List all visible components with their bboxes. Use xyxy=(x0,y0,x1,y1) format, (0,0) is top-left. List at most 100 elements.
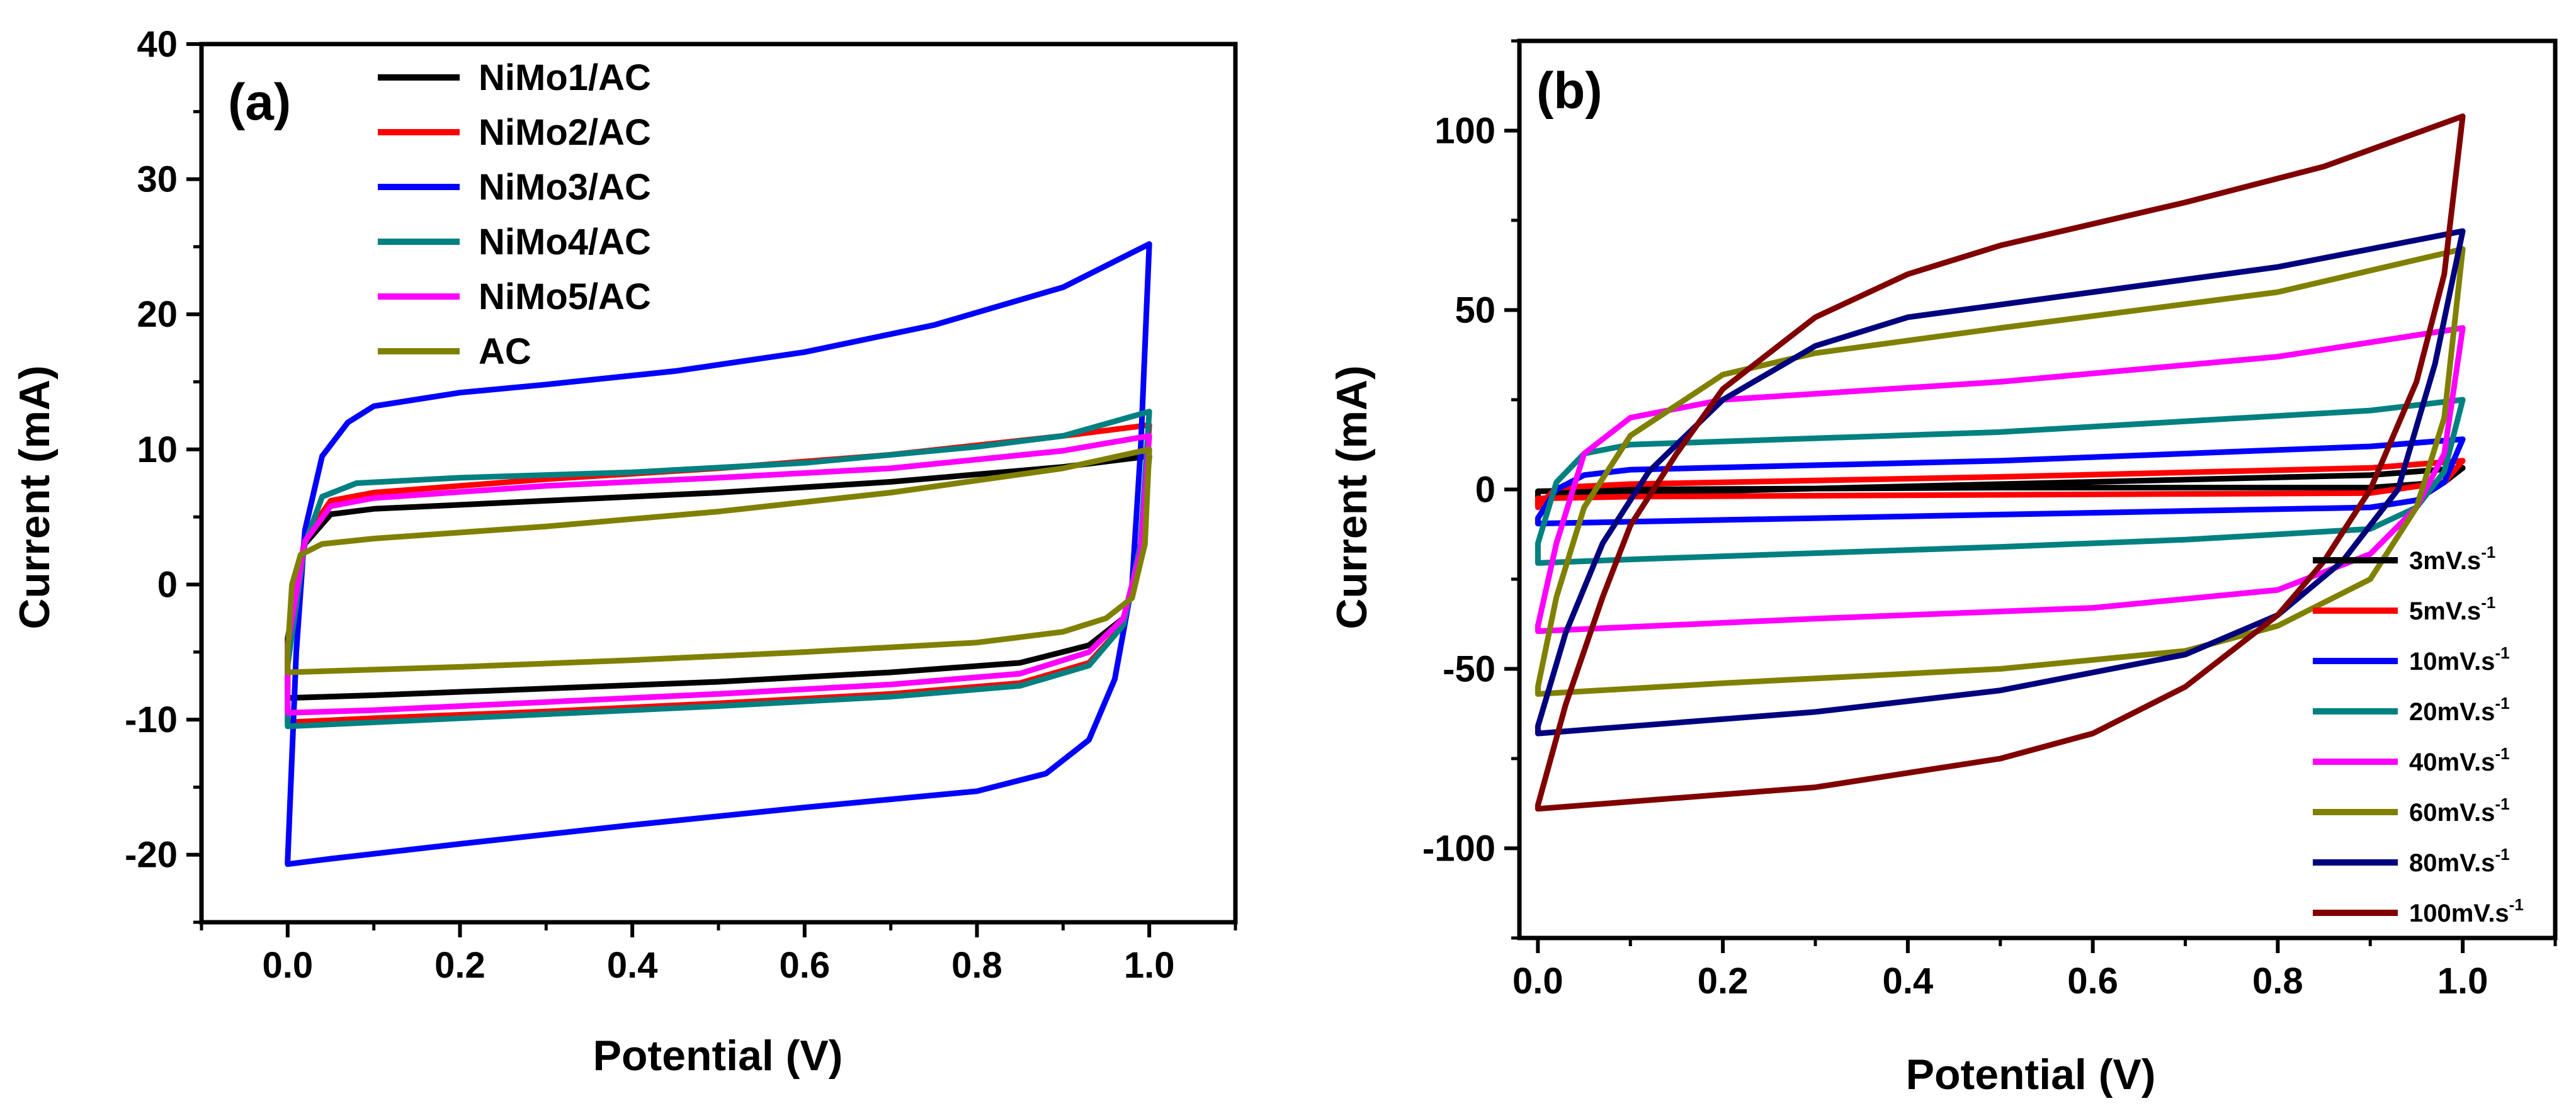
legend-label: 40mV.s-1 xyxy=(2409,744,2510,776)
x-tick-label: 0.4 xyxy=(1883,961,1934,1002)
x-tick-label: 0.2 xyxy=(434,945,485,986)
legend-label: NiMo3/AC xyxy=(479,167,651,208)
panel-b-chart: 0.0 0.2 0.4 0.6 0.8 1.0 -100 -50 0 50 100 (b) Pot… xyxy=(1328,38,2558,1099)
legend-item-nimo5-ac: NiMo5/AC xyxy=(378,276,651,317)
legend-label-text: AC xyxy=(479,331,531,372)
panel-a-x-axis-title: Potential (V) xyxy=(593,1032,843,1080)
y-tick-label: 10 xyxy=(137,429,178,470)
legend-label-text: 60mV.s xyxy=(2409,799,2495,827)
x-tick-label: 0.4 xyxy=(607,945,658,986)
legend-label: 5mV.s-1 xyxy=(2409,593,2495,625)
legend-label: 3mV.s-1 xyxy=(2409,543,2495,575)
legend-label: NiMo2/AC xyxy=(479,112,651,153)
legend-label-superscript: -1 xyxy=(2481,593,2495,612)
legend-item-nimo1-ac: NiMo1/AC xyxy=(378,57,651,98)
panel-a-x-ticks: 0.0 0.2 0.4 0.6 0.8 1.0 xyxy=(200,922,1237,986)
legend-item-60mv-s: 60mV.s-1 xyxy=(2313,794,2510,827)
legend-label-text: 3mV.s xyxy=(2409,547,2481,575)
series-nimo3-ac-line xyxy=(285,241,1152,867)
panel-a-curves xyxy=(285,241,1152,867)
legend-item-40mv-s: 40mV.s-1 xyxy=(2313,744,2510,776)
legend-label: 80mV.s-1 xyxy=(2409,845,2510,877)
legend-item-3mv-s: 3mV.s-1 xyxy=(2313,543,2495,575)
panel-b-x-ticks: 0.0 0.2 0.4 0.6 0.8 1.0 xyxy=(1512,938,2557,1002)
x-tick-label: 0.2 xyxy=(1698,961,1749,1002)
panel-b-curves xyxy=(1535,113,2466,812)
panel-a-label: (a) xyxy=(228,74,291,131)
legend-label-superscript: -1 xyxy=(2481,543,2495,562)
legend-item-80mv-s: 80mV.s-1 xyxy=(2313,845,2510,877)
legend-item-20mv-s: 20mV.s-1 xyxy=(2313,694,2510,726)
panel-a-y-axis-title: Current (mA) xyxy=(11,365,59,629)
legend-label: 100mV.s-1 xyxy=(2409,895,2524,927)
panel-a-chart: 0.0 0.2 0.4 0.6 0.8 1.0 -20 -10 0 10 20 30 40 (a) P… xyxy=(11,24,1238,1080)
legend-label-text: 10mV.s xyxy=(2409,648,2495,675)
legend-label-text: 100mV.s xyxy=(2409,900,2509,927)
legend-label-text: 80mV.s xyxy=(2409,849,2495,877)
x-tick-label: 0.0 xyxy=(1512,961,1563,1002)
y-tick-label: 0 xyxy=(1475,470,1495,511)
y-tick-label: 100 xyxy=(1434,111,1495,152)
x-tick-label: 0.8 xyxy=(2252,961,2303,1002)
legend-item-5mv-s: 5mV.s-1 xyxy=(2313,593,2495,625)
y-tick-label: -20 xyxy=(125,835,178,876)
series-100mv-s-line xyxy=(1535,113,2466,812)
legend-label-superscript: -1 xyxy=(2509,895,2524,914)
legend-label: 60mV.s-1 xyxy=(2409,794,2510,827)
y-tick-label: 20 xyxy=(137,294,178,335)
legend-label-text: NiMo4/AC xyxy=(479,222,651,263)
legend-label-superscript: -1 xyxy=(2495,643,2509,662)
panel-b-y-axis-title: Current (mA) xyxy=(1328,365,1376,629)
panel-a-y-ticks: -20 -10 0 10 20 30 40 xyxy=(125,24,201,924)
panel-a-legend: NiMo1/AC NiMo2/AC NiMo3/AC NiMo4/AC NiMo5/AC… xyxy=(378,57,651,372)
legend-label-text: 40mV.s xyxy=(2409,749,2495,776)
series-20mv-s-line xyxy=(1535,397,2466,566)
legend-item-nimo3-ac: NiMo3/AC xyxy=(378,167,651,208)
y-tick-label: 0 xyxy=(157,564,178,605)
legend-label: AC xyxy=(479,331,531,372)
series-80mv-s-line xyxy=(1535,228,2466,737)
legend-item-nimo4-ac: NiMo4/AC xyxy=(378,222,651,263)
legend-label-superscript: -1 xyxy=(2495,694,2509,713)
x-tick-label: 0.8 xyxy=(951,945,1002,986)
series-10mv-s-line xyxy=(1535,436,2466,527)
legend-label: 10mV.s-1 xyxy=(2409,643,2510,675)
x-tick-label: 0.0 xyxy=(263,945,314,986)
legend-label-text: NiMo3/AC xyxy=(479,167,651,208)
panel-b-legend: 3mV.s-15mV.s-110mV.s-120mV.s-140mV.s-160… xyxy=(2313,543,2524,927)
legend-item-ac: AC xyxy=(378,331,531,372)
legend-label-text: NiMo2/AC xyxy=(479,112,651,153)
legend-label-text: 5mV.s xyxy=(2409,597,2481,625)
y-tick-label: -10 xyxy=(125,699,178,740)
series-60mv-s-line xyxy=(1535,246,2466,697)
y-tick-label: -100 xyxy=(1422,828,1495,869)
series-40mv-s-line xyxy=(1535,325,2466,635)
y-tick-label: -50 xyxy=(1443,649,1495,690)
legend-label-superscript: -1 xyxy=(2495,744,2509,763)
panel-b-x-axis-title: Potential (V) xyxy=(1906,1051,2156,1099)
legend-label-superscript: -1 xyxy=(2495,794,2509,813)
series-5mv-s-line xyxy=(1535,458,2466,511)
legend-item-100mv-s: 100mV.s-1 xyxy=(2313,895,2524,927)
legend-label: NiMo4/AC xyxy=(479,222,651,263)
panel-b-label: (b) xyxy=(1536,62,1603,120)
legend-label: NiMo5/AC xyxy=(479,276,651,317)
x-tick-label: 0.6 xyxy=(780,945,831,986)
y-tick-label: 50 xyxy=(1455,290,1495,331)
legend-item-10mv-s: 10mV.s-1 xyxy=(2313,643,2510,675)
legend-label-text: 20mV.s xyxy=(2409,698,2495,726)
panel-b-y-ticks: -100 -50 0 50 100 xyxy=(1422,39,1519,940)
legend-item-nimo2-ac: NiMo2/AC xyxy=(378,112,651,153)
legend-label: 20mV.s-1 xyxy=(2409,694,2510,726)
legend-label-text: NiMo5/AC xyxy=(479,276,651,317)
x-tick-label: 1.0 xyxy=(2437,961,2488,1002)
x-tick-label: 0.6 xyxy=(2067,961,2118,1002)
legend-label: NiMo1/AC xyxy=(479,57,651,98)
x-tick-label: 1.0 xyxy=(1124,945,1175,986)
legend-label-text: NiMo1/AC xyxy=(479,57,651,98)
y-tick-label: 30 xyxy=(137,159,178,200)
legend-label-superscript: -1 xyxy=(2495,845,2509,864)
series-ac-line xyxy=(285,446,1152,675)
y-tick-label: 40 xyxy=(137,24,178,65)
